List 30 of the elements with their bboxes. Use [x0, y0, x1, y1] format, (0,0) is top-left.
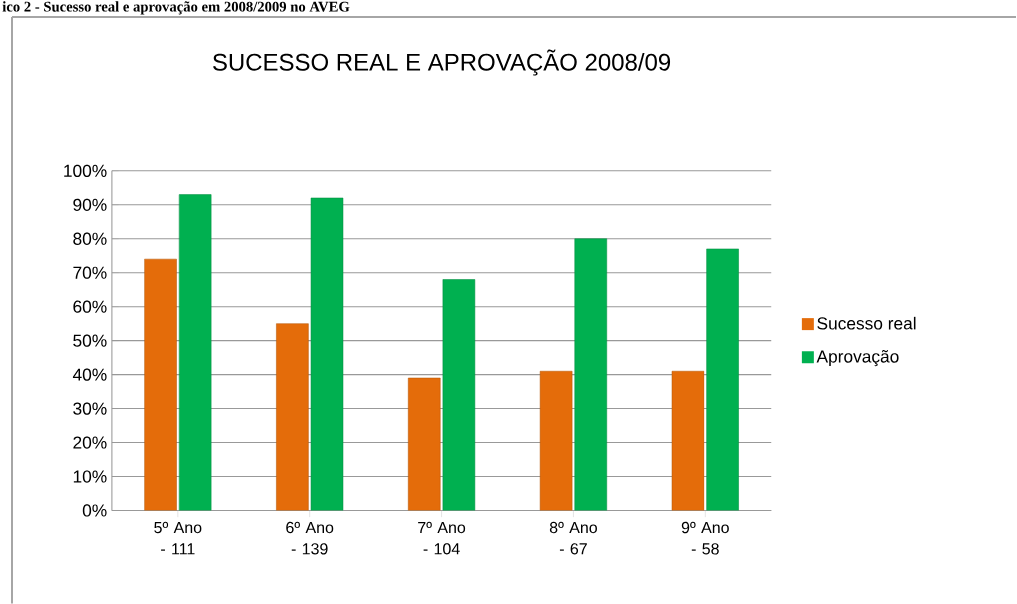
y-tick-label: 90%: [73, 198, 107, 211]
y-tick-label: 80%: [73, 232, 107, 245]
y-tick-label: 100%: [64, 164, 107, 177]
x-tick-label: 6º Ano - 139: [286, 521, 334, 555]
legend-label: Aprovação: [816, 349, 899, 366]
bar: [671, 370, 705, 511]
bar: [310, 197, 344, 511]
y-tick-label: 30%: [73, 402, 107, 415]
y-tick-label: 60%: [73, 300, 107, 313]
y-tick-label: 0%: [82, 504, 107, 517]
y-tick-label: 50%: [73, 334, 107, 347]
x-tick-label: 9º Ano - 58: [681, 521, 729, 555]
text: ico 2 - Sucesso real e aprovação em 2008/2009 no AVEG: [2, 1, 350, 15]
bar: [574, 238, 608, 511]
bar: [408, 377, 441, 511]
y-tick-label: 70%: [73, 266, 107, 279]
bar: [539, 370, 573, 511]
y-tick-label: 20%: [73, 436, 107, 449]
x-tick-label: 5º Ano - 111: [154, 521, 202, 555]
legend-label: Sucesso real: [817, 316, 916, 330]
y-tick-label: 40%: [72, 368, 107, 381]
x-tick-label: 7º Ano - 104: [418, 521, 466, 555]
bar: [144, 258, 177, 511]
x-tick-label: 8º Ano - 67: [549, 521, 597, 555]
y-tick-label: 10%: [73, 470, 107, 483]
bar: [442, 279, 476, 511]
bar: [706, 248, 739, 511]
bar: [178, 194, 212, 511]
bar: [276, 323, 309, 511]
chart-title: SUCESSO REAL E APROVAÇÃO 2008/09: [213, 49, 671, 76]
